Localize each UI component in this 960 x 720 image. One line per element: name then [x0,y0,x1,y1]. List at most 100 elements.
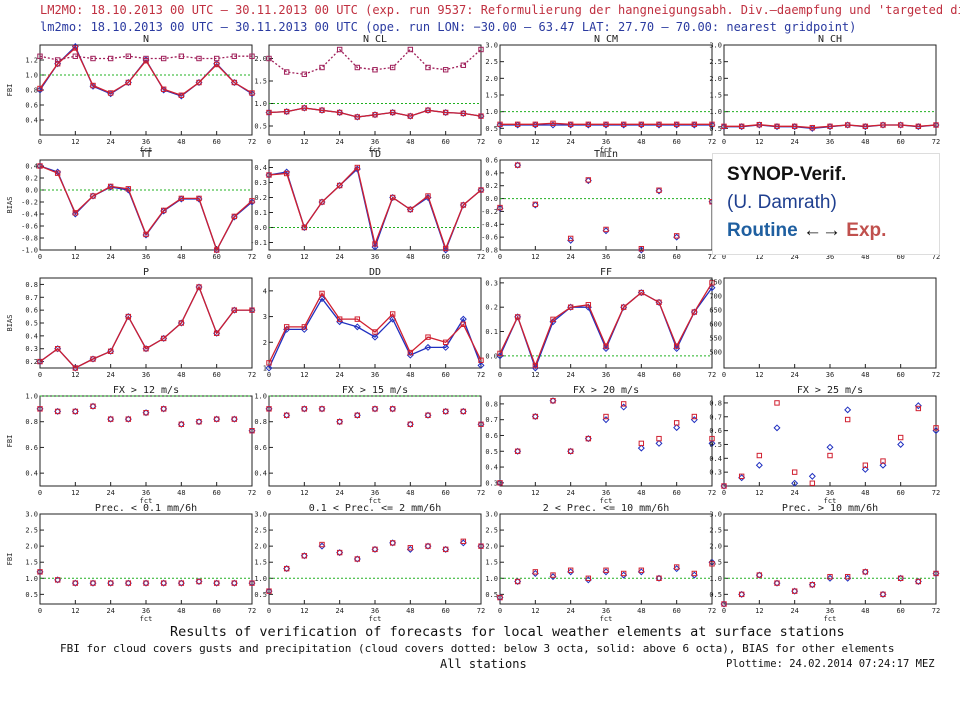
data-point-exp [442,408,449,415]
x-tick-label: 72 [477,371,485,379]
y-tick-label: 0.3 [709,469,722,477]
data-point-exp [691,121,698,128]
axis-xlabel: fct [369,615,382,623]
data-point-exp [160,580,167,586]
y-tick-label: 0.5 [709,591,722,599]
plot-frame [268,44,482,136]
data-point-exp [319,199,325,205]
y-tick-label: 0.5 [485,448,498,456]
y-tick-label: 0.7 [709,413,722,421]
data-point-exp [407,46,414,53]
chart-title: FX > 25 m/s [797,385,863,396]
x-tick-label: 72 [708,371,716,379]
y-tick-label: 600 [709,321,722,329]
series-line [268,107,482,118]
y-tick-label: 0.5 [709,441,722,449]
header-exp-run: LM2MO: 18.10.2013 00 UTC — 30.11.2013 00… [40,3,960,17]
x-tick-label: 60 [896,489,904,497]
data-point-exp [231,416,238,422]
x-tick-label: 24 [566,253,574,261]
data-point-exp [738,591,745,598]
data-point-routine [773,424,781,432]
x-tick-label: 0 [267,371,271,379]
plot-frame [268,513,482,605]
data-point-exp [933,122,939,128]
data-point-exp [319,406,325,412]
data-point-exp [791,469,798,475]
data-point-exp [90,55,96,62]
y-tick-label: 0.5 [254,591,267,599]
data-point-exp [567,121,574,128]
data-point-exp [809,480,816,486]
y-tick-label: 1.0 [25,575,38,583]
y-tick-label: 0.2 [25,358,38,366]
data-point-exp [72,53,79,59]
data-point-exp [478,46,484,53]
axis-xlabel: fct [600,615,613,623]
data-point-exp [774,400,780,406]
axis-ylabel: FBI [6,84,14,97]
y-tick-label: 0.6 [709,427,722,435]
x-tick-label: 12 [531,371,539,379]
data-point-exp [283,69,290,75]
data-point-exp [90,82,96,89]
chart-title: Tmin [594,149,618,160]
data-point-exp [550,572,556,578]
plot-frame [723,277,937,369]
x-tick-label: 24 [790,489,798,497]
legend-author: (U. Damrath) [727,192,837,213]
data-point-exp [691,309,698,315]
data-point-exp [37,85,43,92]
data-point-exp [249,307,255,313]
data-point-routine [637,444,645,452]
x-tick-label: 60 [896,371,904,379]
data-point-exp [460,321,467,327]
y-tick-label: 1.0 [485,108,498,116]
data-point-exp [603,413,609,420]
data-point-exp [37,358,43,365]
chart-title: TD [369,149,381,160]
x-tick-label: 0 [267,489,271,497]
data-point-exp [389,109,396,116]
x-tick-label: 24 [335,371,343,379]
y-tick-label: 2.0 [485,543,498,551]
y-tick-label: 0.4 [485,464,498,472]
data-point-exp [283,324,290,330]
y-tick-label: 1.0 [709,108,722,116]
legend-box: SYNOP-Verif. (U. Damrath) Routine ←→ Exp… [712,153,940,255]
axis-xlabel: fct [140,497,153,505]
x-tick-label: 48 [177,138,185,146]
y-tick-label: 0.8 [25,281,38,289]
plot-frame [499,513,713,605]
x-tick-label: 60 [212,253,220,261]
data-point-exp [389,64,396,71]
footer-plottime: Plottime: 24.02.2014 07:24:17 MEZ [726,658,935,670]
y-tick-label: 0.6 [485,157,498,165]
data-point-exp [603,226,609,233]
x-tick-label: 48 [406,607,414,615]
y-tick-label: 2.0 [709,75,722,83]
series-line [39,285,252,369]
data-point-exp [862,462,869,468]
data-point-exp [143,346,149,352]
axis-ylabel: FBI [6,435,14,448]
x-tick-label: 48 [177,371,185,379]
data-point-exp [709,121,715,128]
data-point-exp [213,55,220,62]
data-point-routine [879,461,887,469]
x-tick-label: 12 [531,138,539,146]
data-point-exp [756,121,763,128]
data-point-exp [213,247,220,253]
data-point-exp [54,61,61,67]
y-tick-label: 1.0 [254,393,267,401]
data-point-exp [656,575,662,581]
x-tick-label: 60 [672,489,680,497]
data-point-exp [478,113,484,119]
x-tick-label: 72 [248,253,256,261]
x-tick-label: 48 [406,489,414,497]
data-point-exp [585,121,592,128]
chart-panel: N CH 0 12 24 36 48 60 72 0.5 1.0 1.5 2.0 2.5 3.0 [709,34,940,146]
data-point-exp [178,92,185,98]
x-tick-label: 60 [441,253,449,261]
data-point-exp [460,408,467,415]
